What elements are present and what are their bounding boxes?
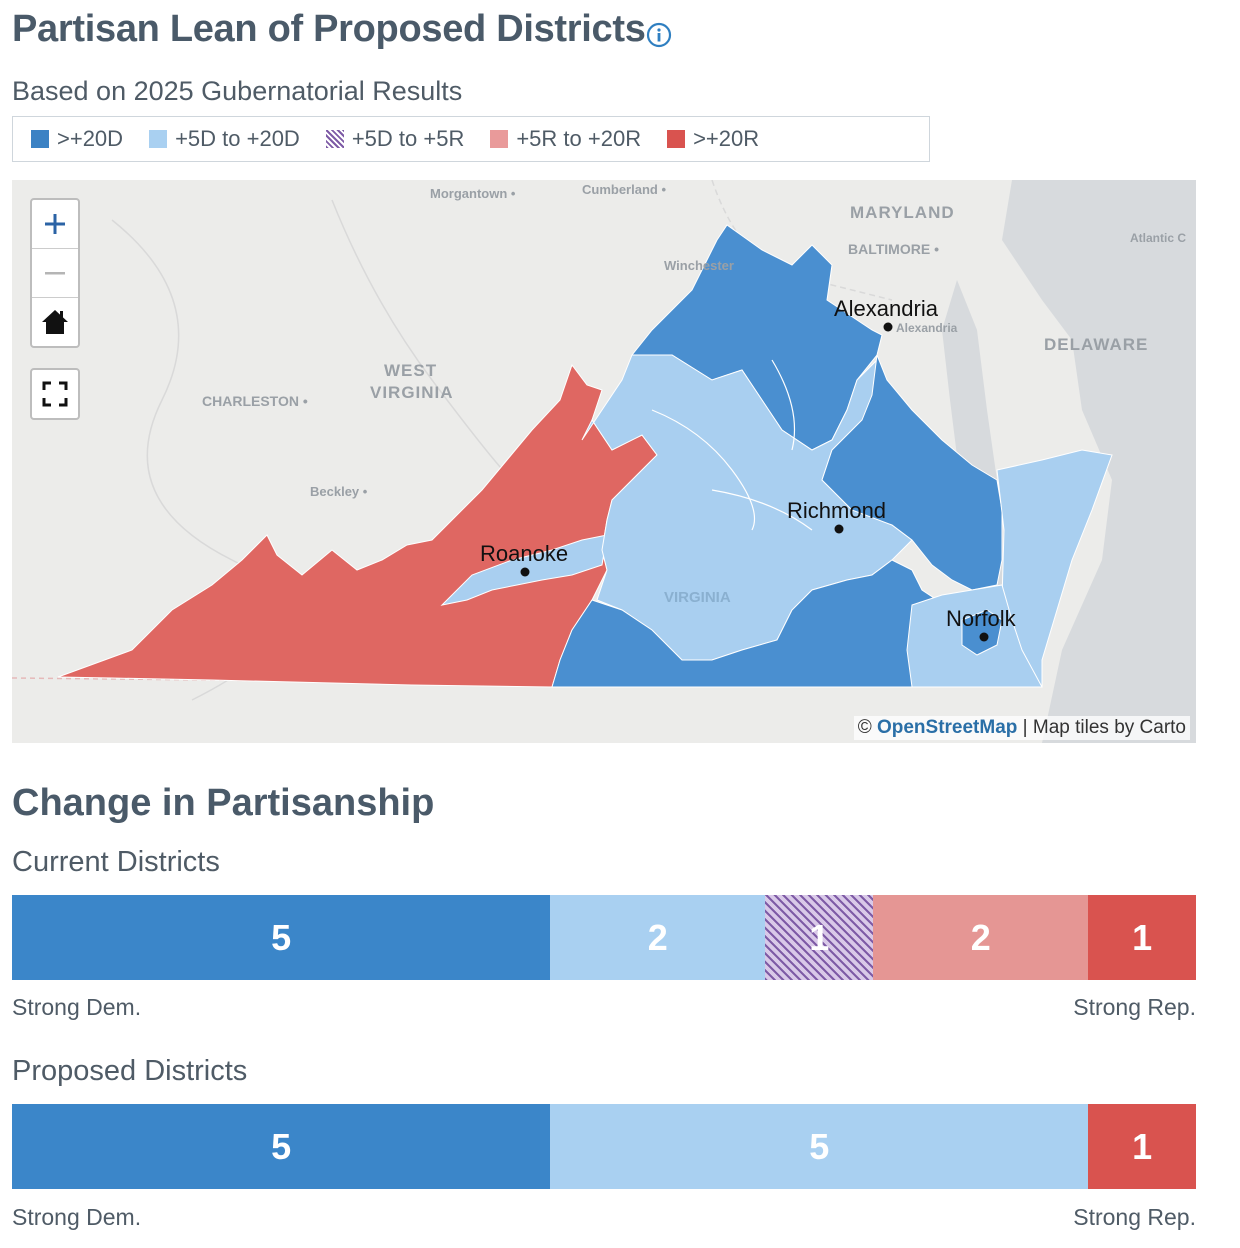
strong-rep-label: Strong Rep. [1073,1204,1196,1230]
legend-item-strong-dem: >+20D [31,126,123,152]
city-label-alexandria: Alexandria [834,296,939,321]
basemap-label: CHARLESTON • [202,393,308,409]
legend-label: +5D to +20D [175,126,300,151]
basemap-label: Beckley • [310,484,368,499]
basemap-label: VIRGINIA [664,589,731,606]
state-label: DELAWARE [1044,335,1148,354]
basemap-label: Atlantic C [1130,231,1186,245]
home-icon [42,310,68,334]
fullscreen-icon [42,381,68,407]
city-marker-roanoke [520,567,530,577]
zoom-control [30,198,80,348]
strong-rep-label: Strong Rep. [1073,994,1196,1020]
legend-item-lean-dem: +5D to +20D [149,126,300,152]
district-southwest [57,363,658,688]
zoom-out-button[interactable] [32,249,78,297]
state-label: WEST [384,361,437,380]
segment-lean-rep: 2 [873,895,1089,980]
segment-strong-dem: 5 [12,895,551,980]
zoom-separator [32,297,78,298]
legend-item-strong-rep: >+20R [667,126,759,152]
page-subtitle: Based on 2025 Gubernatorial Results [12,76,463,106]
city-marker-alexandria [883,322,893,332]
state-label: MARYLAND [850,203,955,222]
strong-dem-label: Strong Dem. [12,994,142,1020]
city-label-richmond: Richmond [787,498,886,523]
legend-label: >+20R [693,126,760,151]
legend-item-lean-rep: +5R to +20R [490,126,641,152]
attribution-prefix: © [857,717,877,738]
legend-swatch [31,130,49,148]
legend-swatch-hatched [325,130,344,148]
proposed-districts-label: Proposed Districts [12,1055,248,1087]
segment-lean-dem: 2 [550,895,766,980]
current-districts-bar: 5 2 1 2 1 [12,895,1196,980]
plus-icon [45,214,65,234]
city-marker-norfolk [979,632,989,642]
legend-label: >+20D [57,126,124,151]
legend-swatch [149,130,168,148]
segment-strong-rep: 1 [1088,1104,1197,1189]
district-norfolk [961,609,1003,656]
district-map[interactable]: Morgantown • Cumberland • MARYLAND BALTI… [12,180,1196,743]
legend-swatch [490,130,509,148]
openstreetmap-link[interactable]: OpenStreetMap [876,717,1018,738]
state-label: VIRGINIA [370,383,454,402]
legend-swatch [667,130,686,148]
map-attribution: © OpenStreetMap | Map tiles by Carto [853,716,1190,740]
minus-icon [45,272,65,275]
water-area [1002,180,1196,743]
page-title: Partisan Lean of Proposed Districts [12,8,646,50]
district-eastern [821,354,1003,591]
segment-strong-dem: 5 [12,1104,551,1189]
legend-label: +5D to +5R [351,126,465,151]
district-boundary [771,359,795,451]
district-boundary [711,489,813,531]
section-title: Change in Partisanship [12,782,435,824]
basemap-label: Cumberland • [582,182,666,197]
fullscreen-button[interactable] [30,368,80,420]
segment-strong-rep: 1 [1088,895,1196,980]
legend-label: +5R to +20R [516,126,642,151]
basemap-border [331,199,513,481]
city-marker-richmond [834,524,844,534]
zoom-in-button[interactable] [32,200,78,248]
strong-dem-label: Strong Dem. [12,1204,142,1230]
city-label-norfolk: Norfolk [946,606,1017,631]
current-districts-label: Current Districts [12,846,220,878]
basemap-label: Winchester [664,258,734,273]
legend-item-tossup: +5D to +5R [325,126,465,152]
city-label-roanoke: Roanoke [480,541,568,566]
legend: >+20D +5D to +20D +5D to +5R +5R to +20R… [12,116,930,162]
basemap-label: BALTIMORE • [848,241,939,257]
proposed-districts-bar: 5 5 1 [12,1104,1197,1189]
map-canvas: Morgantown • Cumberland • MARYLAND BALTI… [12,180,1196,743]
info-icon[interactable] [646,22,672,48]
basemap-label: Morgantown • [430,186,516,201]
attribution-suffix: | Map tiles by Carto [1017,717,1186,738]
segment-lean-dem: 5 [550,1104,1089,1189]
zoom-separator [32,248,78,249]
basemap-label: Alexandria [896,321,958,335]
segment-tossup: 1 [765,895,874,980]
district-boundary [651,409,756,531]
reset-view-button[interactable] [32,298,78,346]
